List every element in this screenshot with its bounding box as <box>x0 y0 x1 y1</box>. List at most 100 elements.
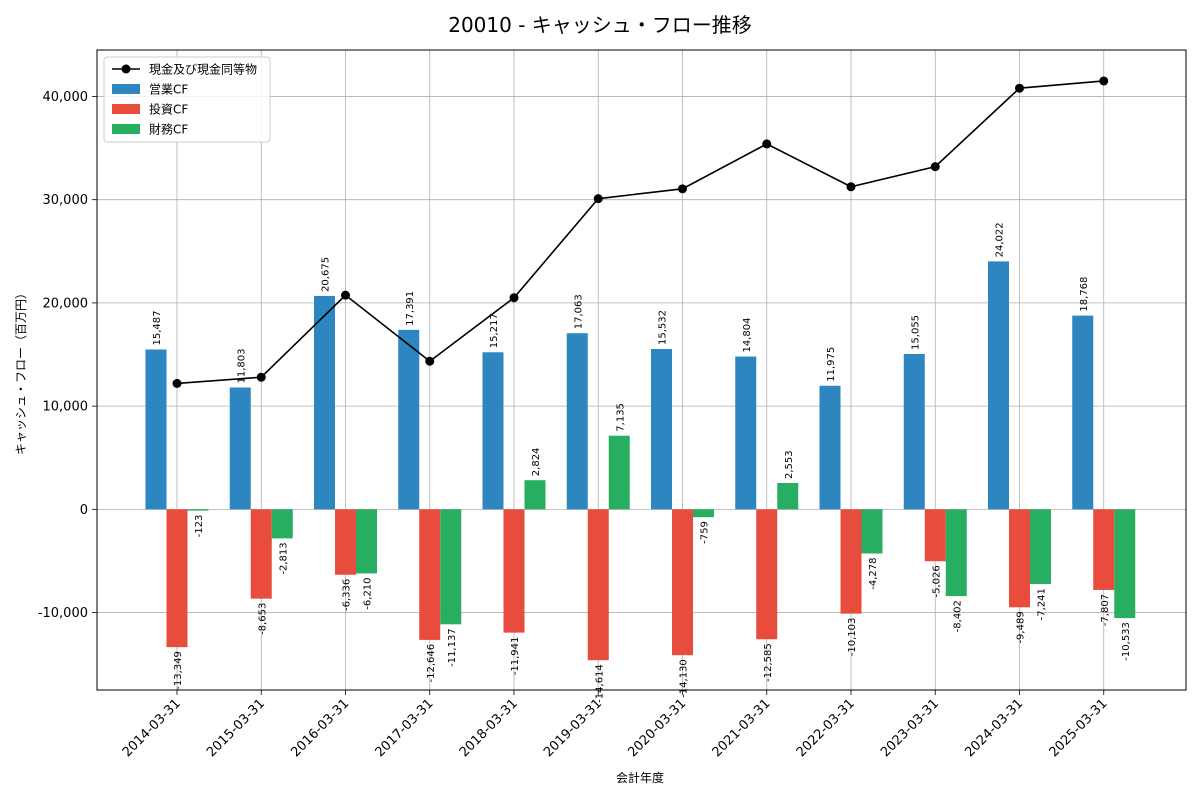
bar-value-label: -8,402 <box>952 600 963 632</box>
bar-value-label: -11,941 <box>510 637 521 676</box>
bar <box>419 509 441 640</box>
cash-balance-point <box>172 378 182 388</box>
legend-box <box>103 56 271 143</box>
bar <box>398 329 420 510</box>
bar <box>1093 509 1115 590</box>
bar <box>335 509 356 575</box>
bar <box>250 509 272 599</box>
cash-balance-point <box>930 162 940 172</box>
bar <box>1009 509 1030 608</box>
cash-balance-point <box>593 194 603 204</box>
y-tick-label: 10,000 <box>43 400 89 415</box>
cash-balance-point <box>425 356 435 366</box>
bar-value-label: -4,278 <box>868 558 879 590</box>
bar-value-label: -7,241 <box>1037 588 1048 620</box>
cash-balance-point <box>762 139 772 149</box>
y-axis-label: キャッシュ・フロー（百万円） <box>14 287 28 455</box>
bar-value-label: -12,585 <box>763 643 774 682</box>
legend-bar-swatch <box>112 124 140 134</box>
bar-value-label: -9,489 <box>1016 611 1027 643</box>
bar-value-label: 15,055 <box>910 315 921 350</box>
bar <box>672 509 693 656</box>
bar <box>271 509 293 539</box>
bar <box>503 509 525 633</box>
bar-value-label: 2,824 <box>531 448 542 477</box>
bar-series <box>145 261 1136 661</box>
bar <box>229 387 251 510</box>
bar <box>482 352 504 510</box>
y-tick-label: 40,000 <box>43 90 89 105</box>
legend-entry-label: 財務CF <box>149 122 188 137</box>
bar-value-labels: 15,487 11,803 20,675 17,391 15,217 17,063 15,5… <box>152 222 1132 702</box>
bar <box>756 509 778 640</box>
y-tick-label: 0 <box>80 503 88 518</box>
cash-balance-point <box>341 290 350 300</box>
bar-value-label: -6,336 <box>342 579 353 611</box>
bar <box>945 509 967 597</box>
bar <box>735 356 757 510</box>
bar <box>840 509 862 614</box>
bar <box>1072 315 1094 510</box>
cash-balance-point <box>1099 76 1109 86</box>
bar-value-label: -10,533 <box>1121 622 1132 661</box>
bar <box>777 483 799 510</box>
bar <box>1030 509 1051 585</box>
x-axis-label: 会計年度 <box>616 770 664 785</box>
bar <box>587 509 609 661</box>
bar-value-label: 17,063 <box>573 294 584 329</box>
bar-value-label: -123 <box>194 515 205 538</box>
bar-value-label: 20,675 <box>321 257 332 292</box>
bar-value-label: 14,804 <box>742 318 753 353</box>
bar <box>924 509 946 562</box>
bar <box>524 480 546 510</box>
bar <box>988 261 1009 510</box>
bar <box>693 509 714 518</box>
bar <box>440 509 462 625</box>
cash-balance-point <box>509 293 519 303</box>
line-series <box>172 76 1109 388</box>
legend-bar-swatch <box>112 104 140 114</box>
bar-value-label: -759 <box>700 521 711 544</box>
bar <box>314 295 335 510</box>
bar-value-label: 15,217 <box>489 313 500 348</box>
bar-value-label: -7,807 <box>1100 594 1111 626</box>
bar-value-label: 15,487 <box>152 310 163 345</box>
bar <box>819 385 841 510</box>
bar-value-label: -8,653 <box>257 603 268 635</box>
bar-value-label: -6,210 <box>363 577 374 609</box>
bar-value-label: 17,391 <box>405 291 416 326</box>
bar <box>651 349 672 510</box>
bar-value-label: -11,137 <box>447 628 458 667</box>
cash-balance-point <box>256 372 266 382</box>
bar <box>566 333 588 510</box>
bar-value-label: 15,532 <box>658 310 669 345</box>
y-axis: -10,000 0 10,000 20,000 30,000 40,000 <box>38 90 97 621</box>
bar-value-label: 24,022 <box>995 222 1006 257</box>
bar <box>861 509 883 554</box>
bar-value-label: -12,646 <box>426 644 437 683</box>
bar <box>187 509 209 511</box>
bar-value-label: 2,553 <box>784 450 795 479</box>
bar <box>166 509 188 648</box>
chart-title: 20010 - キャッシュ・フロー推移 <box>448 13 752 37</box>
bar-value-label: 11,803 <box>236 349 247 384</box>
bar-value-label: 7,135 <box>615 403 626 432</box>
bar-value-label: -10,103 <box>847 618 858 657</box>
y-tick-label: -10,000 <box>38 606 88 621</box>
cash-balance-point <box>846 182 856 192</box>
plot-frame <box>96 49 1187 691</box>
legend-entry-label: 営業CF <box>149 83 188 97</box>
legend-marker-swatch <box>121 64 131 74</box>
legend-bar-swatch <box>112 84 140 94</box>
bar-value-label: -5,026 <box>931 565 942 597</box>
cash-balance-point <box>1015 83 1024 93</box>
cash-balance-line <box>176 80 1104 385</box>
bar-value-label: 11,975 <box>826 347 837 382</box>
legend-entry-label: 投資CF <box>149 102 188 117</box>
bar <box>1114 509 1136 619</box>
bar <box>903 353 925 510</box>
cash-balance-point <box>678 184 687 194</box>
bar-value-label: 18,768 <box>1079 277 1090 312</box>
